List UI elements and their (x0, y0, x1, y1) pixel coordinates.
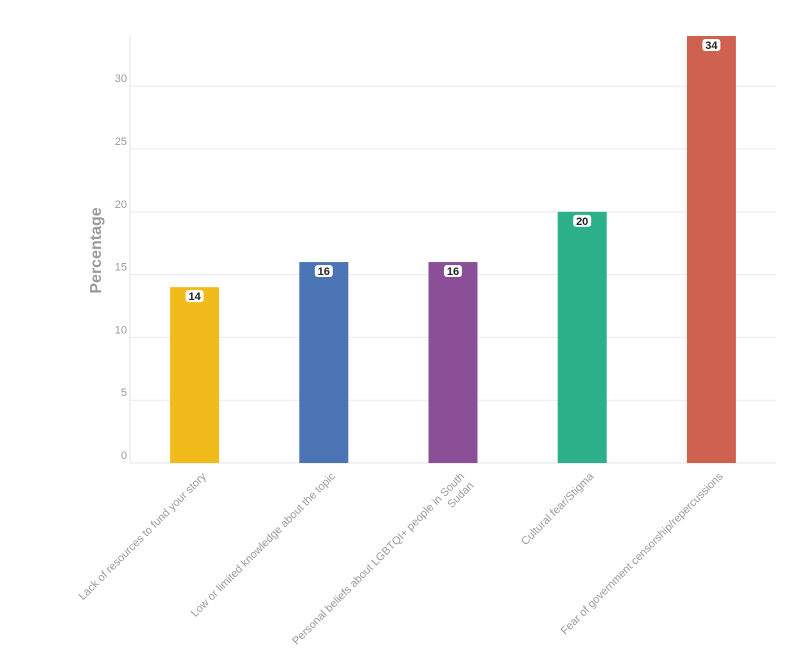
bar (428, 262, 478, 463)
data-label: 20 (573, 214, 592, 228)
data-label: 16 (314, 265, 333, 278)
data-labels: 14 16 16 20 34 (185, 39, 721, 303)
y-tick-label: 25 (115, 136, 127, 148)
bar (557, 211, 607, 463)
y-tick-label: 20 (115, 199, 127, 211)
x-tick-label-line: Cultural fear/Stigma (519, 470, 597, 548)
data-label-text: 16 (447, 266, 459, 278)
data-label-text: 16 (318, 266, 330, 278)
x-tick-label: Low or limited knowledge about the topic (189, 470, 338, 619)
data-label-text: 34 (705, 40, 718, 52)
x-axis-ticks: Lack of resources to fund your storyLow … (77, 470, 726, 648)
bar (299, 262, 349, 463)
data-label-background (185, 290, 204, 303)
bar (686, 36, 736, 463)
y-tick-label: 0 (121, 450, 127, 462)
y-tick-label: 5 (121, 387, 127, 399)
x-tick-label-line: Lack of resources to fund your story (77, 470, 209, 602)
data-label-background (314, 265, 333, 278)
data-label-background (444, 265, 462, 278)
x-tick-label-line: Fear of government censorship/repercussi… (559, 470, 726, 637)
data-label: 34 (702, 39, 721, 52)
data-label-background (702, 39, 721, 51)
bars (170, 36, 736, 463)
data-label: 16 (444, 265, 462, 278)
x-tick-label-line: Low or limited knowledge about the topic (189, 470, 338, 619)
data-label-text: 14 (188, 291, 201, 303)
bar (170, 287, 220, 463)
x-tick-label: Fear of government censorship/repercussi… (559, 470, 726, 637)
data-label: 14 (185, 290, 204, 303)
data-label-text: 20 (576, 216, 588, 228)
y-tick-label: 10 (115, 324, 127, 336)
x-tick-label: Cultural fear/Stigma (519, 470, 597, 548)
x-tick-label: Lack of resources to fund your story (77, 470, 209, 602)
y-axis-label: Percentage (88, 207, 105, 293)
y-tick-label: 15 (115, 262, 127, 274)
data-label-background (573, 214, 592, 227)
y-axis-ticks: 0 5 10 15 20 25 30 (115, 73, 127, 462)
y-tick-label: 30 (115, 73, 127, 85)
